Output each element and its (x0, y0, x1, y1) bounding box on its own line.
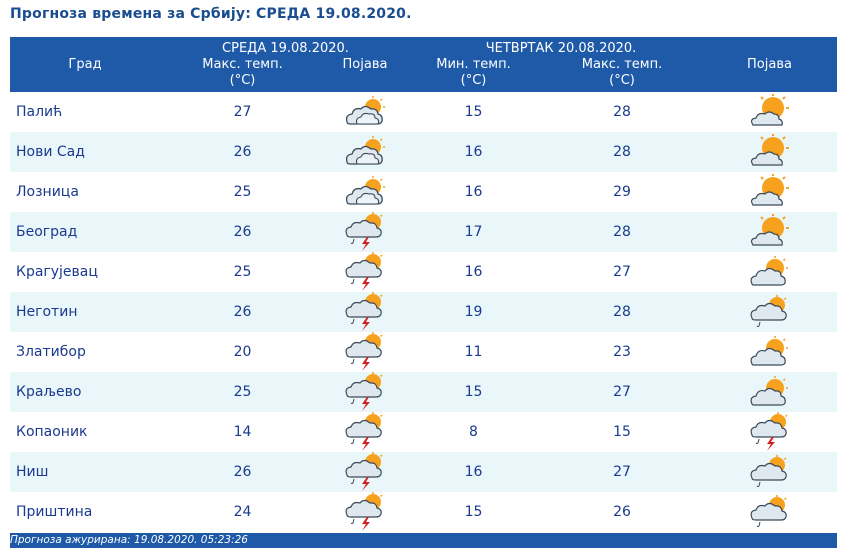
city-name: Нови Сад (10, 132, 160, 172)
city-name: Ниш (10, 452, 160, 492)
day1-max-unit: (°C) (229, 72, 256, 88)
cloud-rain-icon (702, 492, 837, 532)
col-header-day1-max: Макс. темп. (°C) (160, 57, 325, 89)
col-header-city: Град (68, 56, 102, 72)
day2-max-label: Макс. темп. (581, 56, 663, 72)
cloud-rain-icon (702, 452, 837, 492)
day2-min-temp: 11 (464, 344, 483, 360)
sun-behind-cloud-icon (702, 372, 837, 412)
table-row: Краљево 25 15 27 (10, 372, 837, 412)
thunderstorm-icon (325, 492, 405, 532)
day2-max-unit: (°C) (609, 72, 635, 88)
day1-max-temp: 25 (233, 184, 252, 200)
day1-max-temp: 24 (233, 504, 252, 520)
updated-footer: Прогноза ажурирана: 19.08.2020. 05:23:26 (10, 533, 837, 548)
table-row: Београд 26 17 28 (10, 212, 837, 252)
day1-max-temp: 26 (160, 452, 325, 492)
day2-max-temp: 29 (613, 184, 631, 200)
table-header-row: Град СРЕДА 19.08.2020. Макс. темп. (°C) … (10, 37, 837, 92)
col-header-day2-phen: Појава (747, 56, 792, 72)
forecast-table-wrapper: Град СРЕДА 19.08.2020. Макс. темп. (°C) … (10, 37, 837, 532)
day2-max-temp: 27 (542, 452, 702, 492)
day2-min-temp: 16 (405, 452, 542, 492)
day2-max-temp: 28 (542, 292, 702, 332)
col-header-day2: ЧЕТВРТАК 20.08.2020. Мин. темп. (°C) Мак… (405, 37, 837, 92)
day1-max-temp: 26 (160, 132, 325, 172)
day2-max-temp: 23 (613, 344, 631, 360)
table-row: Копаоник 14 8 15 (10, 412, 837, 452)
day2-max-temp: 15 (613, 424, 631, 440)
day2-min-temp: 15 (405, 372, 542, 412)
day2-max-temp: 27 (542, 372, 702, 412)
mostly-sunny-icon (702, 212, 837, 252)
day2-min-temp: 16 (464, 264, 483, 280)
table-row: Приштина 24 15 26 (10, 492, 837, 532)
city-name: Златибор (16, 344, 86, 360)
thunderstorm-icon (325, 212, 405, 252)
forecast-table: Град СРЕДА 19.08.2020. Макс. темп. (°C) … (10, 37, 837, 532)
thunderstorm-icon (702, 412, 837, 452)
city-name: Палић (16, 104, 63, 120)
day2-max-temp: 27 (613, 264, 631, 280)
partly-cloudy-icon (325, 172, 405, 212)
city-name: Лозница (16, 184, 79, 200)
day2-max-temp: 26 (613, 504, 631, 520)
city-name: Неготин (10, 292, 160, 332)
day1-max-temp: 26 (160, 292, 325, 332)
city-name: Београд (10, 212, 160, 252)
city-name: Копаоник (16, 424, 88, 440)
day2-min-temp: 16 (405, 132, 542, 172)
table-row: Златибор 20 11 23 (10, 332, 837, 372)
day1-max-temp: 25 (160, 372, 325, 412)
day1-max-temp: 14 (233, 424, 252, 440)
table-row: Палић 27 15 28 (10, 92, 837, 132)
updated-text: Прогноза ажурирана: 19.08.2020. 05:23:26 (10, 534, 248, 546)
mostly-sunny-icon (702, 132, 837, 172)
day2-max-temp: 28 (542, 132, 702, 172)
thunderstorm-icon (325, 372, 405, 412)
day2-min-temp: 19 (405, 292, 542, 332)
table-row: Крагујевац 25 16 27 (10, 252, 837, 292)
col-header-day1: СРЕДА 19.08.2020. Макс. темп. (°C) Појав… (160, 37, 405, 92)
thunderstorm-icon (325, 412, 405, 452)
day1-max-label: Макс. темп. (202, 56, 283, 72)
cloud-rain-icon (702, 292, 837, 332)
thunderstorm-icon (325, 332, 405, 372)
page-title: Прогноза времена за Србију: СРЕДА 19.08.… (10, 6, 412, 22)
day2-label: ЧЕТВРТАК 20.08.2020. (485, 40, 637, 56)
day1-max-temp: 25 (233, 264, 252, 280)
day2-max-temp: 28 (613, 104, 631, 120)
col-header-day2-min: Мин. темп. (°C) (405, 57, 542, 89)
partly-cloudy-icon (325, 132, 405, 172)
day2-min-unit: (°C) (460, 72, 487, 88)
thunderstorm-icon (325, 292, 405, 332)
day2-min-temp: 8 (469, 424, 478, 440)
table-row: Лозница 25 16 29 (10, 172, 837, 212)
col-header-day1-phen: Појава (342, 56, 388, 72)
table-row: Нови Сад 26 16 28 (10, 132, 837, 172)
day2-min-temp: 15 (464, 104, 483, 120)
day2-min-temp: 15 (464, 504, 483, 520)
day2-min-temp: 16 (464, 184, 483, 200)
sun-behind-cloud-icon (702, 252, 837, 292)
day1-label: СРЕДА 19.08.2020. (222, 40, 349, 56)
day2-min-label: Мин. темп. (436, 56, 511, 72)
day2-max-temp: 28 (542, 212, 702, 252)
partly-cloudy-icon (325, 92, 405, 132)
city-name: Краљево (10, 372, 160, 412)
day2-min-temp: 17 (405, 212, 542, 252)
day1-max-temp: 20 (233, 344, 252, 360)
day1-max-temp: 27 (233, 104, 252, 120)
day1-max-temp: 26 (160, 212, 325, 252)
thunderstorm-icon (325, 252, 405, 292)
mostly-sunny-icon (702, 92, 837, 132)
city-name: Приштина (16, 504, 93, 520)
mostly-sunny-icon (702, 172, 837, 212)
table-row: Ниш 26 16 27 (10, 452, 837, 492)
city-name: Крагујевац (16, 264, 98, 280)
thunderstorm-icon (325, 452, 405, 492)
table-row: Неготин 26 19 28 (10, 292, 837, 332)
col-header-day2-max: Макс. темп. (°C) (542, 57, 702, 89)
sun-behind-cloud-icon (702, 332, 837, 372)
